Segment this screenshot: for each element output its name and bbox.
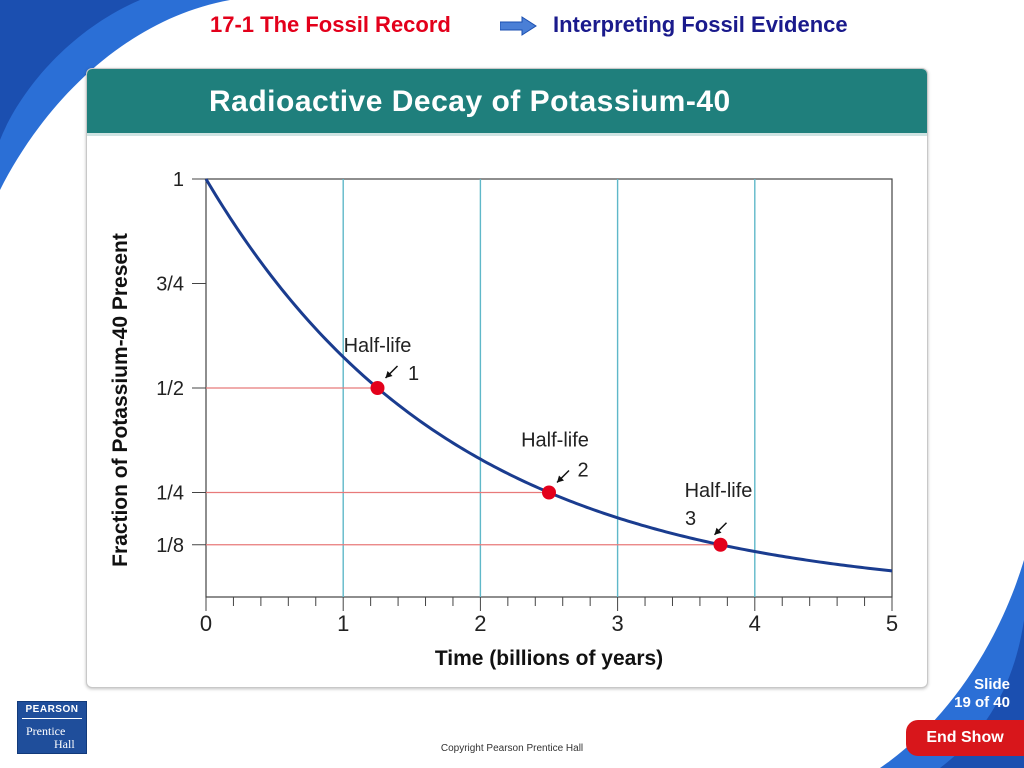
section-title: 17-1 The Fossil Record: [210, 12, 451, 37]
half-life-point-2: [542, 485, 556, 500]
pointer-arrowhead-1: [385, 371, 393, 378]
copyright-text: Copyright Pearson Prentice Hall: [440, 743, 584, 754]
slide-header: 17-1 The Fossil Record Interpreting Foss…: [0, 6, 1024, 40]
x-tick-label: 4: [749, 611, 761, 636]
x-tick-label: 3: [611, 611, 623, 636]
half-life-number-3: 3: [685, 508, 696, 530]
half-life-label-1: Half-life: [344, 335, 412, 357]
y-tick-label: 3/4: [156, 274, 184, 296]
y-tick-label: 1/8: [156, 535, 184, 557]
y-axis-title: Fraction of Potassium-40 Present: [109, 233, 132, 567]
half-life-number-1: 1: [408, 363, 419, 385]
x-tick-label: 5: [886, 611, 898, 636]
x-axis-title: Time (billions of years): [435, 647, 663, 670]
slide-counter: Slide 19 of 40: [954, 676, 1010, 712]
slide-label: Slide: [974, 676, 1010, 693]
pearson-logo: PEARSON Prentice Hall: [17, 701, 87, 754]
chart-title-bar: Radioactive Decay of Potassium-40: [87, 69, 927, 136]
right-arrow-icon: [500, 16, 537, 36]
decay-chart: 0 1 2 3 4 5 1 3/4 1/2 1/4 1/8 Half-life 1 Half-life 2 H…: [109, 169, 898, 670]
half-life-label-2: Half-life: [521, 430, 589, 452]
chart-title: Radioactive Decay of Potassium-40: [209, 85, 731, 118]
topic-title: Interpreting Fossil Evidence: [553, 12, 848, 37]
x-tick-label: 1: [337, 611, 349, 636]
slide-position: 19 of 40: [954, 694, 1010, 711]
chart-card: Radioactive Decay of Potassium-40 0 1 2 3 4 5…: [86, 68, 928, 688]
pointer-arrowhead-2: [557, 475, 564, 483]
half-life-number-2: 2: [577, 460, 588, 482]
decay-curve: [204, 178, 893, 573]
pointer-arrowhead-3: [714, 527, 722, 535]
end-show-button[interactable]: End Show: [906, 720, 1024, 756]
y-tick-label: 1/4: [156, 483, 184, 505]
x-tick-label: 2: [474, 611, 486, 636]
half-life-label-3: Half-life: [685, 480, 753, 502]
y-tick-label: 1: [173, 169, 184, 191]
half-life-point-1: [370, 381, 385, 395]
x-tick-label: 0: [200, 611, 212, 636]
half-life-point-3: [713, 537, 728, 552]
y-tick-label: 1/2: [156, 378, 184, 400]
